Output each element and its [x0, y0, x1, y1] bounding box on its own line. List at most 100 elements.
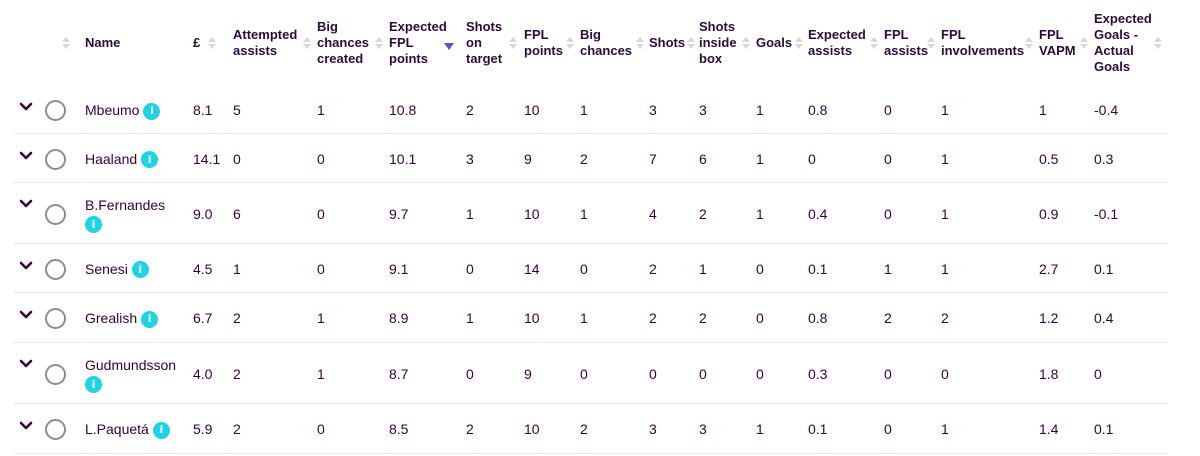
sort-icon[interactable] [636, 0, 644, 86]
select-player-radio[interactable] [45, 203, 66, 225]
sort-icon[interactable] [375, 0, 383, 86]
sort-icon[interactable] [1080, 0, 1088, 86]
cell-big-chances-created: 1 [317, 102, 325, 118]
cell-fpl-involvements: 1 [941, 260, 949, 277]
cell-price: 6.7 [193, 310, 213, 326]
column-header-fpl-vapm[interactable]: FPL VAPM [1039, 0, 1076, 86]
sort-icon[interactable] [1025, 0, 1033, 86]
column-header-label: Big chances [580, 27, 633, 58]
sort-icon[interactable] [62, 0, 70, 86]
table-row[interactable]: Grealish i 6.7 2 1 8.9 1 10 1 2 2 0 0.8 2 2 1.2 0.4 [0, 293, 1200, 343]
column-header-expected-fpl-points[interactable]: Expected FPL points [389, 0, 447, 86]
player-name[interactable]: Haaland [85, 150, 138, 167]
info-icon[interactable]: i [141, 151, 159, 169]
info-icon[interactable]: i [141, 310, 159, 328]
sort-icon[interactable] [927, 0, 935, 86]
table-row[interactable]: Senesi i 4.5 1 0 9.1 0 14 0 2 1 0 0.1 1 1 2.7 0.1 [0, 244, 1200, 293]
cell-fpl-involvements: 1 [941, 421, 949, 437]
player-name[interactable]: Gudmundsson [85, 357, 177, 373]
player-name[interactable]: L.Paquetá [85, 421, 149, 437]
cell-expected-fpl-points: 9.1 [389, 260, 409, 277]
column-header-name[interactable]: Name [85, 0, 120, 86]
player-name[interactable]: Grealish [85, 310, 138, 326]
sort-icon[interactable] [566, 0, 574, 86]
column-header-price[interactable]: £ [193, 0, 200, 86]
cell-fpl-assists: 0 [884, 205, 892, 222]
column-header-attempted-assists[interactable]: Attempted assists [233, 0, 297, 86]
cell-shots-inside-box: 3 [699, 421, 707, 437]
sort-icon[interactable] [795, 0, 803, 86]
select-player-radio[interactable] [45, 258, 66, 280]
sort-down-arrow-icon [566, 44, 574, 49]
info-icon[interactable]: i [85, 376, 102, 393]
player-name[interactable]: Mbeumo [85, 102, 140, 118]
select-player-radio[interactable] [45, 148, 66, 170]
cell-price: 14.1 [193, 150, 221, 167]
info-icon[interactable]: i [143, 102, 161, 120]
column-header-label: Name [85, 35, 121, 50]
sort-up-arrow-icon [636, 37, 644, 42]
column-header-goals[interactable]: Goals [756, 0, 792, 86]
table-row[interactable]: Haaland i 14.1 0 0 10.1 3 9 2 7 6 1 0 0 1 0.5 0.3 [0, 134, 1200, 183]
sort-up-arrow-icon [509, 37, 517, 42]
sort-icon[interactable] [208, 0, 216, 86]
cell-big-chances: 1 [580, 310, 588, 326]
column-header-shots[interactable]: Shots [649, 0, 685, 86]
chevron-down-icon[interactable] [18, 149, 34, 161]
column-header-big-chances-created[interactable]: Big chances created [317, 0, 369, 86]
table-row[interactable]: Mbeumo i 8.1 5 1 10.8 2 10 1 3 3 1 0.8 0 1 1 -0.4 [0, 86, 1200, 134]
sort-icon[interactable] [742, 0, 750, 86]
cell-big-chances-created: 0 [317, 421, 325, 437]
cell-shots-on-target: 0 [466, 260, 474, 277]
sort-down-arrow-icon [870, 44, 878, 49]
column-header-xg-minus-goals[interactable]: Expected Goals - Actual Goals [1094, 0, 1152, 86]
sort-icon[interactable] [1154, 0, 1162, 86]
cell-fpl-assists: 0 [884, 365, 892, 382]
table-row[interactable]: B.Fernandes i 9.0 6 0 9.7 1 10 1 4 2 1 0.4 0 1 0.9 -0.1 [0, 183, 1200, 244]
player-name[interactable]: Senesi [85, 260, 128, 277]
sort-down-arrow-icon [1025, 44, 1033, 49]
info-icon[interactable]: i [131, 261, 149, 279]
column-header-shots-inside-box[interactable]: Shots inside box [699, 0, 737, 86]
sort-down-arrow-icon [795, 44, 803, 49]
sort-icon[interactable] [444, 0, 454, 86]
column-header-fpl-involvements[interactable]: FPL involvements [941, 0, 1024, 86]
chevron-down-icon[interactable] [18, 357, 34, 369]
cell-fpl-assists: 0 [884, 102, 892, 118]
chevron-down-icon[interactable] [18, 308, 34, 320]
select-player-radio[interactable] [45, 308, 66, 329]
info-icon[interactable]: i [85, 216, 102, 233]
cell-big-chances-created: 0 [317, 205, 325, 222]
chevron-down-icon[interactable] [18, 197, 34, 209]
cell-big-chances: 1 [580, 102, 588, 118]
column-header-expected-assists[interactable]: Expected assists [808, 0, 866, 86]
column-header-label: Shots inside box [699, 19, 737, 66]
cell-expected-fpl-points: 8.5 [389, 421, 409, 437]
sort-icon[interactable] [303, 0, 311, 86]
select-player-radio[interactable] [45, 363, 66, 385]
table-row[interactable]: Gudmundsson i 4.0 2 1 8.7 0 9 0 0 0 0 0.3 0 0 1.8 0 [0, 343, 1200, 404]
chevron-down-icon[interactable] [18, 259, 34, 271]
select-player-radio[interactable] [45, 100, 66, 121]
table-row[interactable]: L.Paquetá i 5.9 2 0 8.5 2 10 2 3 3 1 0.1 0 1 1.4 0.1 [0, 404, 1200, 454]
sort-icon[interactable] [509, 0, 517, 86]
column-header-fpl-points[interactable]: FPL points [524, 0, 563, 86]
column-header-fpl-assists[interactable]: FPL assists [884, 0, 928, 86]
chevron-down-icon[interactable] [18, 100, 34, 112]
sort-down-arrow-icon [509, 44, 517, 49]
chevron-down-icon[interactable] [18, 419, 34, 431]
column-header-shots-on-target[interactable]: Shots on target [466, 0, 502, 86]
info-icon[interactable]: i [152, 421, 170, 439]
select-player-radio[interactable] [45, 419, 66, 440]
cell-expected-fpl-points: 9.7 [389, 205, 409, 222]
sort-icon[interactable] [870, 0, 878, 86]
column-header-big-chances[interactable]: Big chances [580, 0, 632, 86]
cell-expected-assists: 0.1 [808, 260, 828, 277]
player-name[interactable]: B.Fernandes [85, 197, 166, 213]
sort-up-arrow-icon [375, 37, 383, 42]
sort-icon[interactable] [687, 0, 695, 86]
sort-down-arrow-icon [208, 44, 216, 49]
cell-fpl-involvements: 2 [941, 310, 949, 326]
cell-fpl-points: 10 [524, 102, 540, 118]
cell-fpl-assists: 0 [884, 150, 892, 167]
